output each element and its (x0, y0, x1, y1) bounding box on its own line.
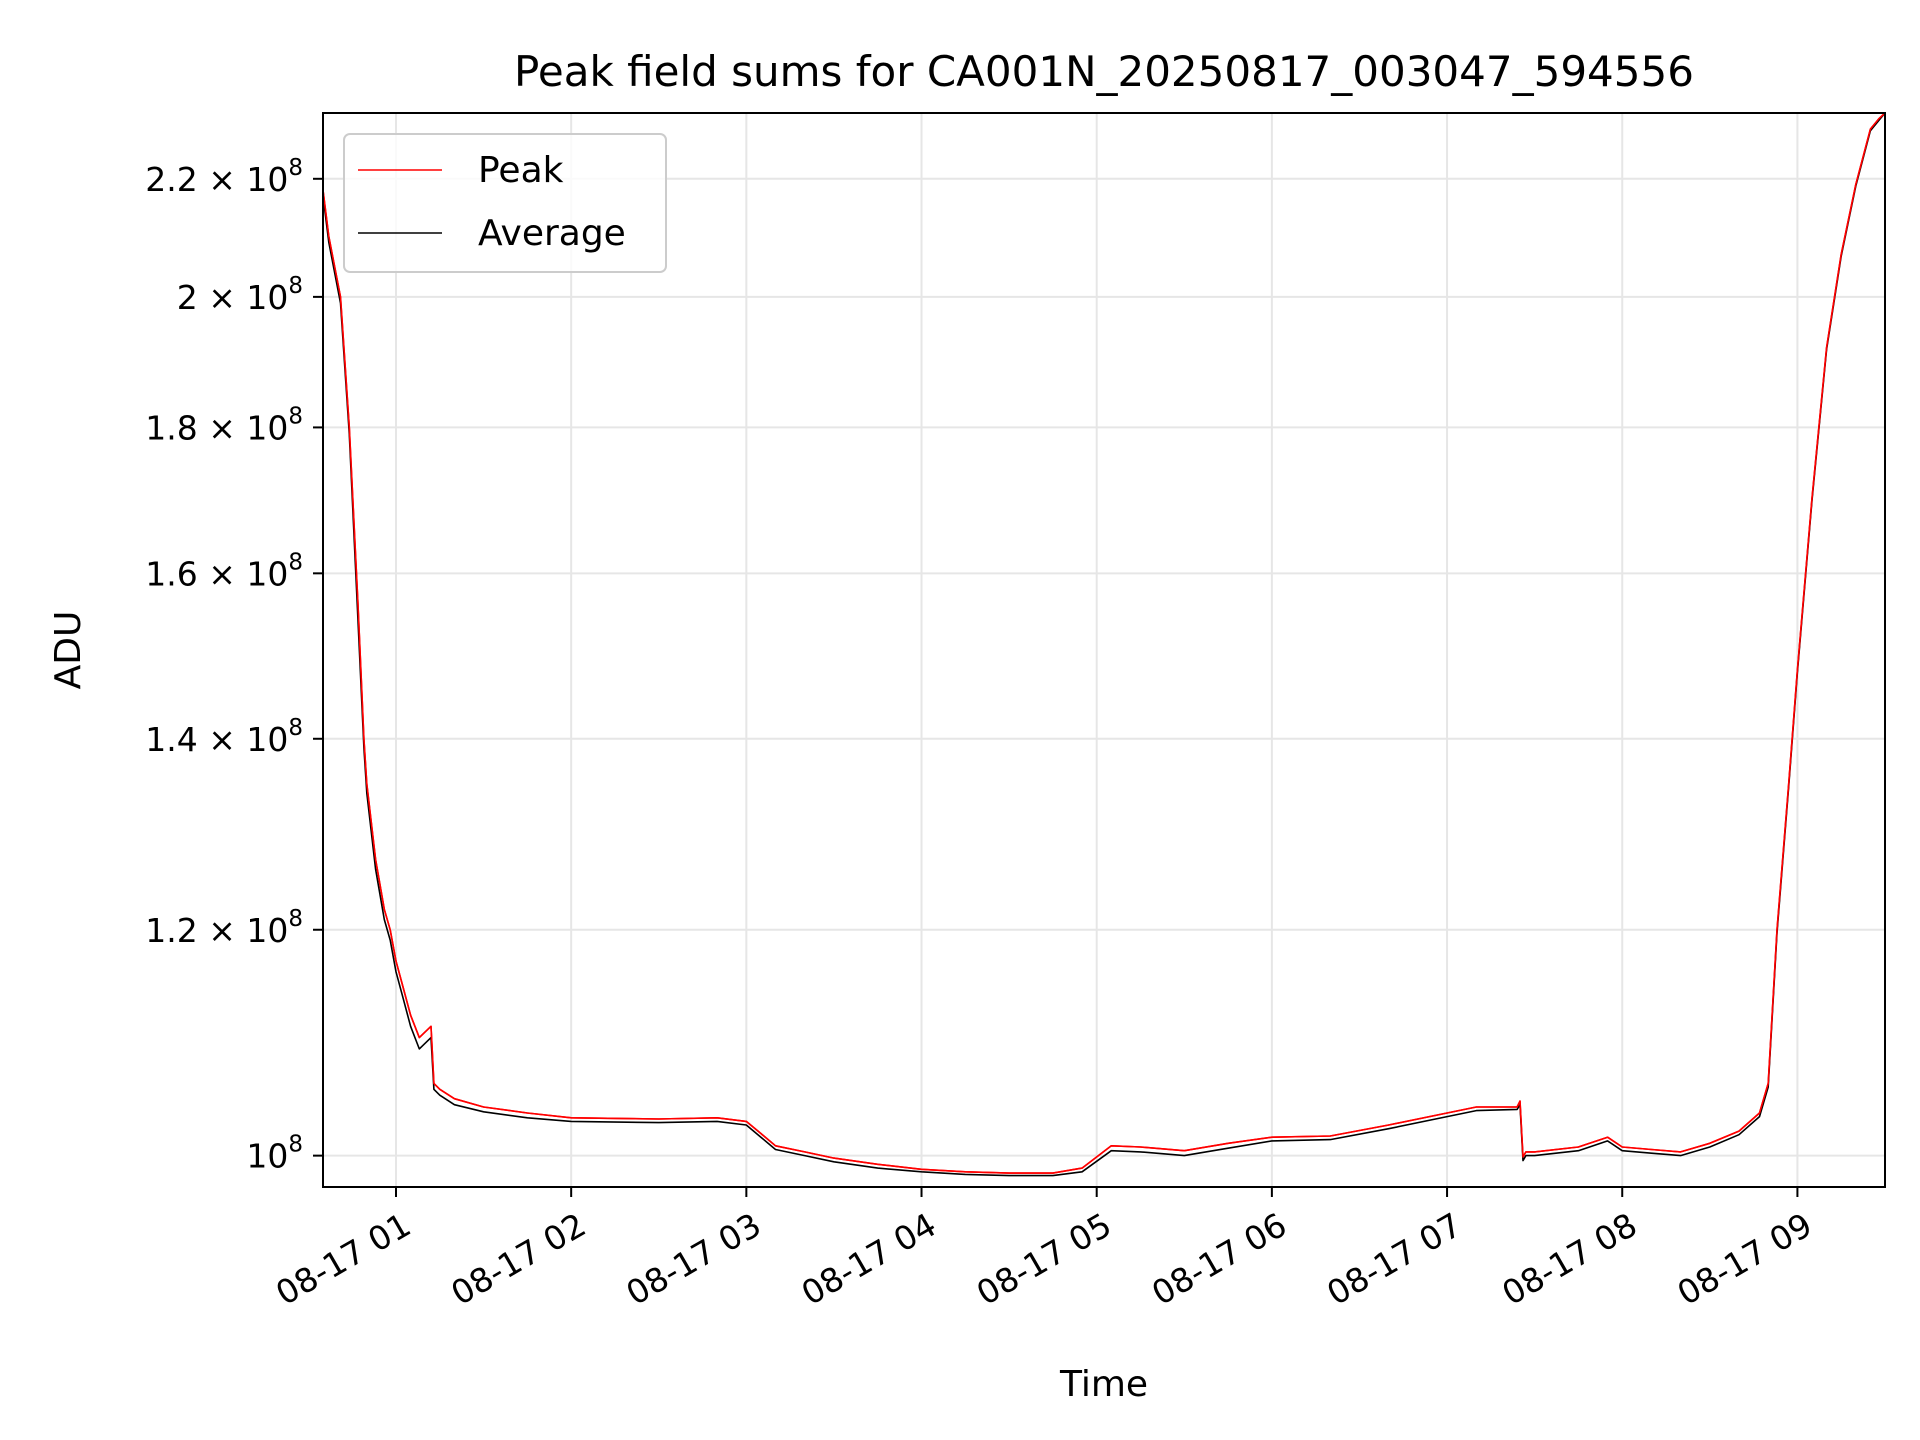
y-axis: 108 1.2 × 108 1.4 × 108 1.6 × 108 1.8 × 108 2… (145, 155, 323, 1176)
chart-title: Peak field sums for CA001N_20250817_0030… (514, 47, 1694, 96)
legend: Peak Average (343, 133, 667, 273)
plot-frame (322, 112, 1886, 1188)
y-tick-label: 1.2 × 108 (145, 906, 303, 950)
x-axis-label: Time (1059, 1364, 1148, 1405)
series-layer (323, 113, 1885, 1177)
series-line-average (323, 113, 1885, 1177)
y-tick-label: 1.6 × 108 (145, 549, 303, 593)
legend-label-peak: Peak (478, 150, 564, 191)
y-tick-label: 1.8 × 108 (145, 403, 303, 447)
y-tick-label: 108 (246, 1132, 303, 1176)
y-axis-label: ADU (48, 611, 89, 690)
legend-label-average: Average (478, 213, 626, 254)
y-tick-label: 2 × 108 (177, 273, 303, 317)
y-tick-label: 1.4 × 108 (145, 715, 303, 759)
series-line-peak-overlay (323, 113, 1885, 1174)
legend-box (343, 133, 667, 273)
y-tick-label: 2.2 × 108 (145, 155, 303, 199)
